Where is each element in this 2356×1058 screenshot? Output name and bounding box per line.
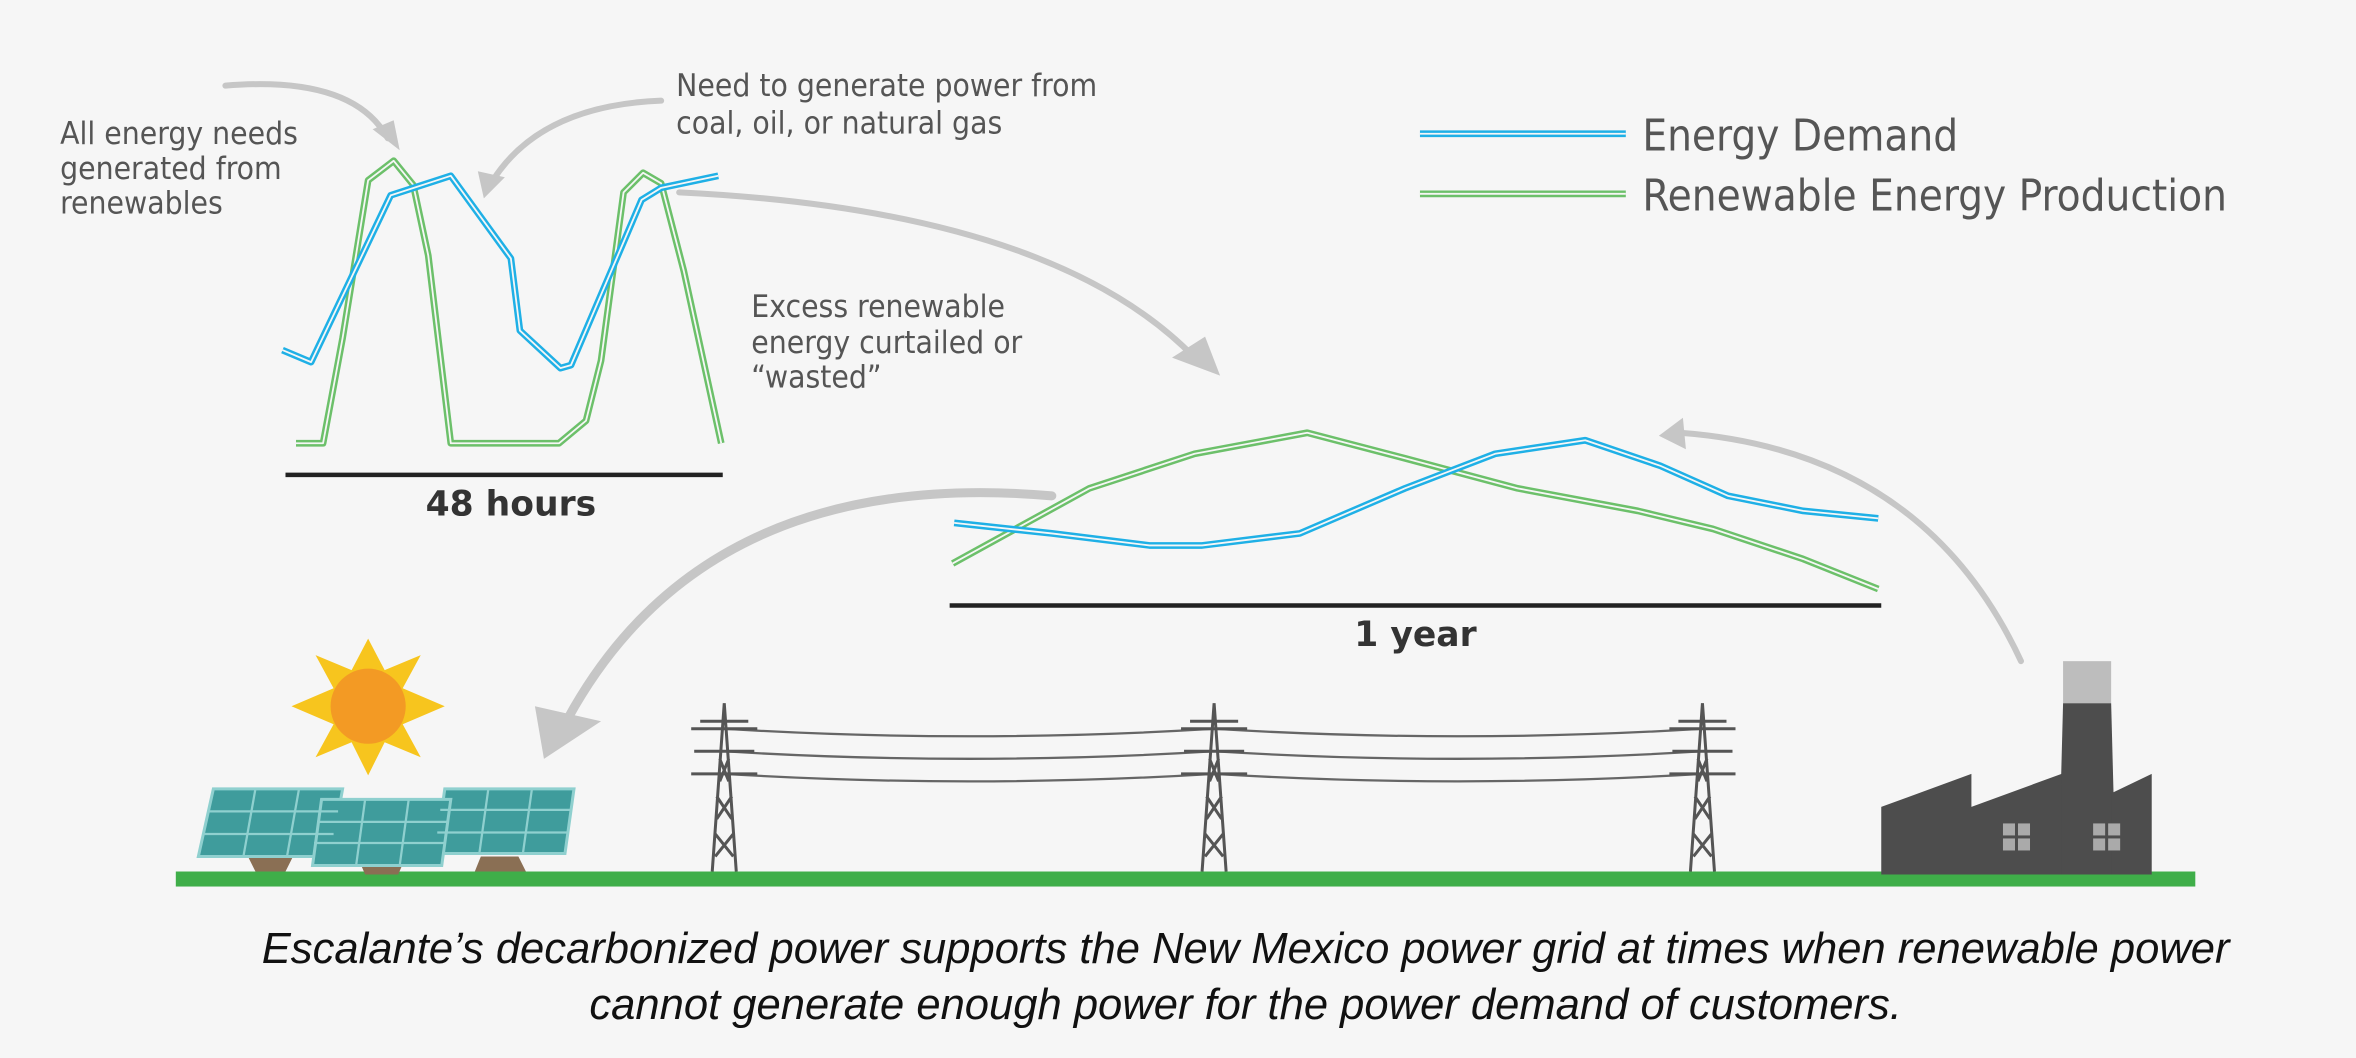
annotation: generated from (60, 151, 282, 187)
annotation: Excess renewable (751, 289, 1005, 325)
legend-label: Renewable Energy Production (1642, 171, 2227, 221)
renewable-curve-inner (296, 159, 723, 445)
long-curves (951, 429, 1880, 593)
sun (291, 638, 445, 776)
annotation: energy curtailed or (751, 325, 1022, 361)
art: 48 hours 1 year All energy needs generat… (60, 68, 2231, 1029)
arrowhead (1172, 336, 1221, 376)
towers (691, 703, 1736, 872)
arrowhead (534, 706, 602, 759)
annotation: All energy needs (60, 116, 298, 152)
demand-curve-inner (282, 174, 719, 370)
ground (175, 871, 2196, 887)
annotation: “wasted” (751, 360, 881, 396)
demand-curve-inner (954, 439, 1879, 547)
arrow (489, 97, 665, 184)
factory (1881, 661, 2152, 875)
annotation: Need to generate power from (676, 68, 1097, 104)
arrowhead (477, 171, 505, 199)
arrowhead (1658, 417, 1686, 450)
annotations: All energy needs generated from renewabl… (60, 68, 1097, 396)
annotation: coal, oil, or natural gas (676, 106, 1002, 142)
axis-label: 48 hours (426, 484, 597, 524)
renewable-curve-inner (952, 431, 1879, 590)
arrow (222, 81, 391, 142)
legend-label: Energy Demand (1642, 111, 1958, 161)
arrow (676, 189, 1198, 361)
arrow (1676, 429, 2025, 665)
arrowhead (372, 120, 400, 151)
annotation: renewables (60, 185, 223, 221)
axis-label: 1 year (1354, 615, 1476, 655)
arrow (563, 488, 1057, 723)
caption: Escalante’s decarbonized power supports … (262, 925, 2231, 973)
short-curves (281, 157, 725, 447)
solar-panels (196, 787, 576, 875)
caption: cannot generate enough power for the pow… (589, 981, 1902, 1029)
